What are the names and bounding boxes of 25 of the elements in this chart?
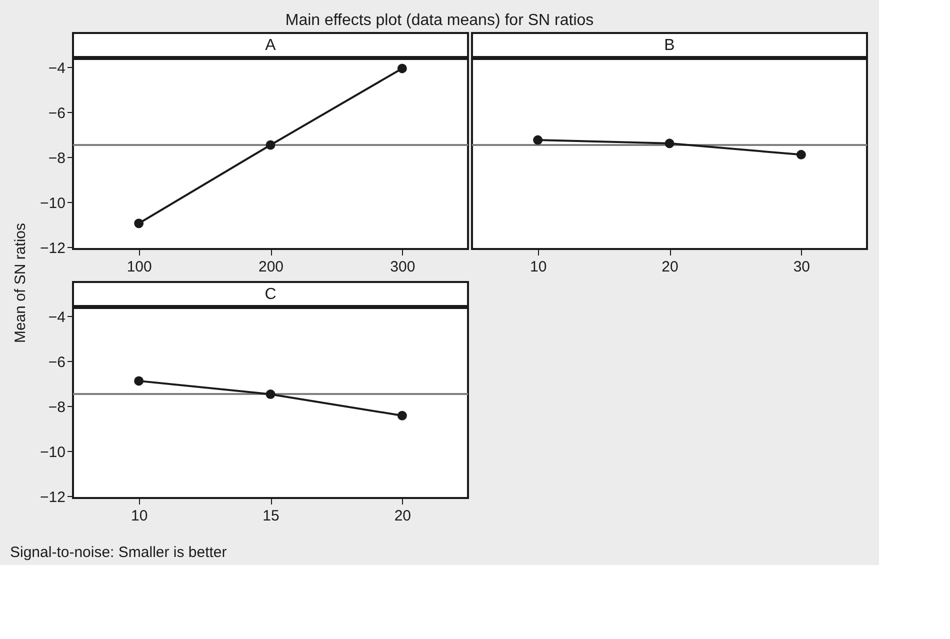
y-tick-label: −10 <box>40 194 66 212</box>
x-tick-label: 30 <box>793 258 810 276</box>
x-axis-title: B <box>664 37 675 54</box>
x-tick-label: 200 <box>258 258 284 276</box>
x-axis-title: A <box>265 37 276 54</box>
x-tick-label: 15 <box>262 508 280 524</box>
x-axis-title: C <box>264 286 276 303</box>
x-tick-label: 10 <box>130 508 148 524</box>
x-tick-label: 100 <box>126 258 152 276</box>
y-tick-label: −4 <box>48 60 66 77</box>
y-tick-label: −8 <box>48 398 66 416</box>
x-tick-label: 10 <box>530 258 547 276</box>
y-tick-label: −6 <box>48 104 66 122</box>
y-tick-label: −12 <box>40 488 66 506</box>
y-tick-label: −4 <box>48 308 66 326</box>
y-tick-label: −6 <box>48 354 66 371</box>
y-axis-title: Mean of SN ratios <box>12 222 29 344</box>
x-tick-label: 20 <box>394 508 412 524</box>
chart-title: Main effects plot (data means) for SN ratios <box>285 12 594 29</box>
y-tick-label: −10 <box>40 444 66 461</box>
text: Signal-to-noise: Smaller is better <box>10 544 227 561</box>
x-tick-label: 20 <box>662 258 678 276</box>
y-tick-label: −8 <box>48 150 66 167</box>
y-tick-label: −12 <box>40 240 66 257</box>
x-tick-label: 300 <box>390 258 416 276</box>
